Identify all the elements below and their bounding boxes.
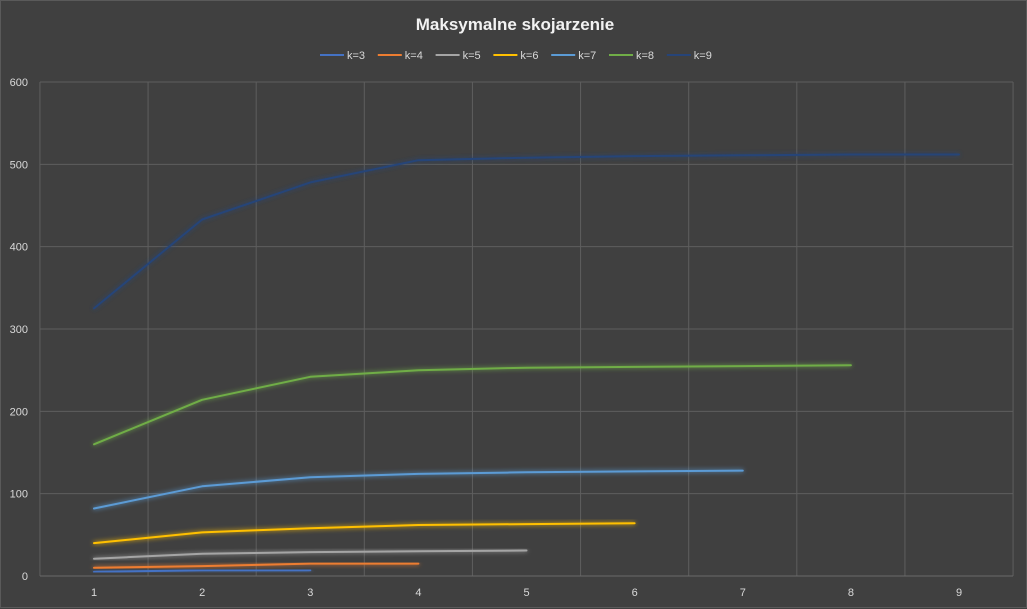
x-tick-label: 9 [956, 587, 962, 599]
y-axis-ticks: 0 100 200 300 400 500 600 [10, 77, 28, 583]
series-lines [93, 153, 960, 573]
y-tick-label: 0 [22, 571, 28, 583]
series-line-k6 [93, 522, 636, 545]
x-tick-label: 5 [523, 587, 529, 599]
legend-label: k=5 [463, 50, 481, 62]
series-line-k9 [93, 153, 960, 310]
legend-label: k=8 [636, 50, 654, 62]
series-line-k4 [93, 562, 420, 569]
y-tick-label: 400 [10, 242, 28, 254]
y-tick-label: 100 [10, 489, 28, 501]
chart-title: Maksymalne skojarzenie [416, 15, 614, 34]
series-line-k8 [93, 364, 852, 446]
x-tick-label: 7 [740, 587, 746, 599]
x-tick-label: 6 [632, 587, 638, 599]
series-line-k3 [93, 569, 312, 573]
gridlines [39, 81, 1014, 577]
x-tick-label: 3 [307, 587, 313, 599]
legend-label: k=3 [347, 50, 365, 62]
y-tick-label: 200 [10, 406, 28, 418]
x-tick-label: 1 [91, 587, 97, 599]
legend-label: k=4 [405, 50, 423, 62]
legend: k=3 k=4 k=5 k=6 k=7 k=8 k=9 [320, 50, 712, 62]
legend-label: k=6 [520, 50, 538, 62]
series-line-k7 [93, 469, 744, 510]
y-tick-label: 300 [10, 324, 28, 336]
legend-label: k=9 [694, 50, 712, 62]
y-tick-label: 600 [10, 77, 28, 89]
x-axis-ticks: 1 2 3 4 5 6 7 8 9 [91, 587, 962, 599]
legend-label: k=7 [578, 50, 596, 62]
series-line-k5 [93, 549, 528, 560]
x-tick-label: 2 [199, 587, 205, 599]
y-tick-label: 500 [10, 159, 28, 171]
x-tick-label: 4 [415, 587, 421, 599]
x-tick-label: 8 [848, 587, 854, 599]
